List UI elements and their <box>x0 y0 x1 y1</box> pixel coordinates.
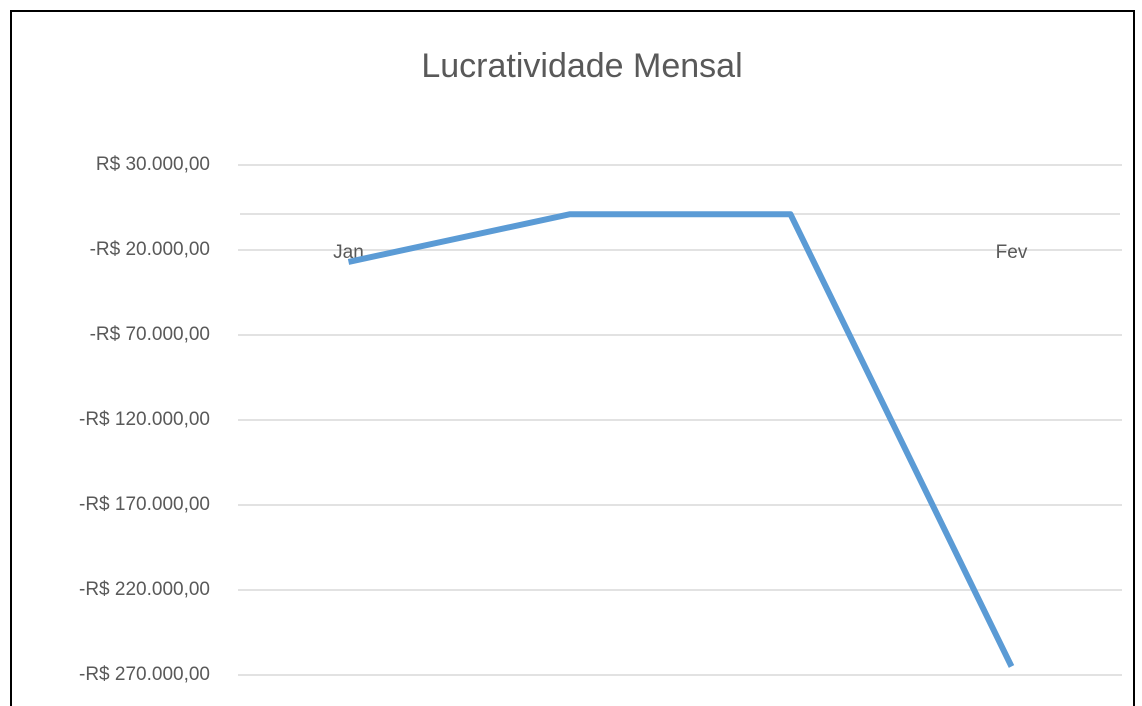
y-tick-label: -R$ 70.000,00 <box>90 324 210 345</box>
chart-border <box>10 10 1135 706</box>
y-tick-label: -R$ 220.000,00 <box>79 579 210 600</box>
x-tick-label: Fev <box>996 242 1028 263</box>
y-tick-label: -R$ 170.000,00 <box>79 494 210 515</box>
y-tick-label: -R$ 120.000,00 <box>79 409 210 430</box>
y-tick-label: R$ 30.000,00 <box>96 154 210 175</box>
chart-title: Lucratividade Mensal <box>421 47 742 85</box>
y-tick-label: -R$ 270.000,00 <box>79 664 210 685</box>
data-line <box>347 211 1015 668</box>
y-tick-label: -R$ 20.000,00 <box>90 239 210 260</box>
